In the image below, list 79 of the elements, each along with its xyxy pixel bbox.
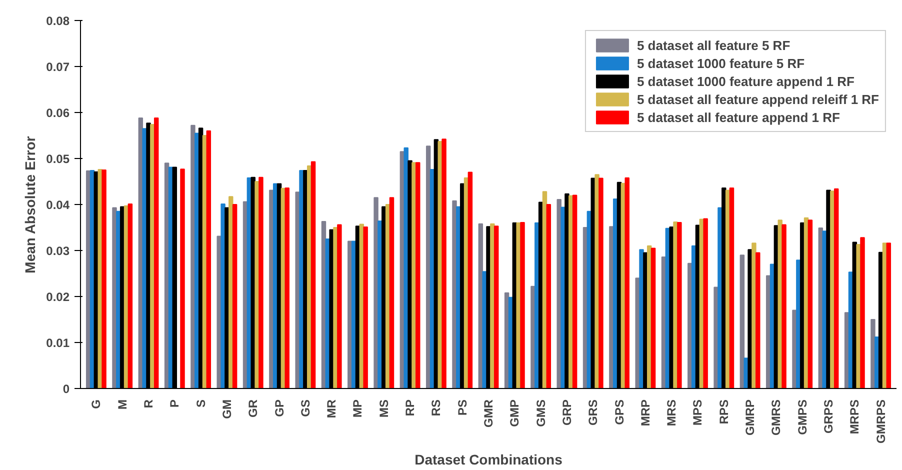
bar xyxy=(808,220,813,388)
bar xyxy=(886,242,892,388)
bar xyxy=(442,138,446,388)
x-tick-label: GMRS xyxy=(769,400,784,436)
bar xyxy=(258,176,264,388)
x-tick-label: S xyxy=(194,399,208,408)
x-tick-label: GMS xyxy=(534,399,548,427)
y-tick-label: 0.07 xyxy=(46,60,70,74)
x-tick-label: MPS xyxy=(690,399,705,426)
y-tick-label: 0 xyxy=(62,382,70,396)
bar xyxy=(740,254,745,388)
y-tick-label: 0.08 xyxy=(46,14,70,28)
bar xyxy=(677,222,682,388)
x-tick-label: GRS xyxy=(586,399,600,426)
x-tick-label: MRS xyxy=(664,399,679,426)
y-tick-label: 0.01 xyxy=(46,336,70,350)
bar xyxy=(729,187,734,388)
y-axis-title: Mean Absolute Error xyxy=(22,136,38,274)
x-tick-label: MS xyxy=(376,400,391,418)
x-tick-label: GMRPS xyxy=(874,399,888,444)
legend-label: 5 dataset all feature append releiff 1 RF xyxy=(636,92,879,106)
x-tick-label: R xyxy=(142,399,156,408)
y-tick-label: 0.06 xyxy=(46,106,70,120)
bar xyxy=(468,172,473,388)
bar xyxy=(206,130,212,388)
x-tick-label: GP xyxy=(272,399,286,417)
x-tick-label: GS xyxy=(298,399,312,417)
bar xyxy=(834,188,839,388)
x-axis-title: Dataset Combinations xyxy=(414,452,563,468)
bar xyxy=(782,224,786,388)
y-tick-label: 0.04 xyxy=(46,198,70,212)
x-tick-label: RP xyxy=(403,400,418,416)
bar xyxy=(416,162,420,388)
bar xyxy=(598,178,604,388)
x-tick-label: RS xyxy=(429,400,444,416)
x-tick-label: GMRP xyxy=(743,400,758,436)
legend-label: 5 dataset 1000 feature 5 RF xyxy=(636,56,805,70)
bar xyxy=(860,237,865,388)
legend-label: 5 dataset all feature 5 RF xyxy=(636,38,790,52)
bar xyxy=(154,118,159,388)
bar xyxy=(284,187,290,388)
bar xyxy=(128,204,133,388)
bar xyxy=(102,170,106,388)
x-tick-label: M xyxy=(115,399,130,410)
bar xyxy=(494,226,499,388)
x-tick-label: PS xyxy=(455,399,470,416)
bar xyxy=(520,222,525,388)
x-tick-label: MRPS xyxy=(848,400,862,434)
x-tick-label: GMP xyxy=(508,399,522,427)
legend-label: 5 dataset all feature append 1 RF xyxy=(636,110,840,124)
x-tick-label: GMR xyxy=(482,399,496,428)
bar xyxy=(624,177,630,388)
bar xyxy=(756,252,760,388)
x-tick-label: GMPS xyxy=(795,399,810,435)
x-tick-label: GR xyxy=(246,399,260,418)
x-tick-label: RPS xyxy=(716,399,731,424)
y-tick-label: 0.05 xyxy=(46,152,70,166)
x-tick-label: G xyxy=(89,399,104,409)
bar xyxy=(363,226,368,388)
x-tick-label: GRP xyxy=(560,399,574,426)
y-tick-label: 0.02 xyxy=(46,290,70,304)
x-tick-label: GPS xyxy=(612,400,626,425)
y-tick-label: 0.03 xyxy=(46,244,70,258)
bar xyxy=(389,197,394,388)
x-tick-label: GRPS xyxy=(822,399,836,434)
x-tick-label: MP xyxy=(350,400,365,418)
bar xyxy=(232,204,238,388)
bar xyxy=(310,161,316,388)
x-tick-label: MR xyxy=(324,399,339,418)
x-tick-label: MRP xyxy=(638,399,652,426)
bar xyxy=(180,168,185,388)
bar xyxy=(703,218,708,388)
legend-label: 5 dataset 1000 feature append 1 RF xyxy=(636,74,854,88)
bar xyxy=(572,194,578,388)
x-tick-label: P xyxy=(168,399,182,408)
bar xyxy=(337,224,342,388)
bar xyxy=(650,248,656,388)
x-tick-label: GM xyxy=(220,399,234,419)
bar xyxy=(546,204,552,388)
